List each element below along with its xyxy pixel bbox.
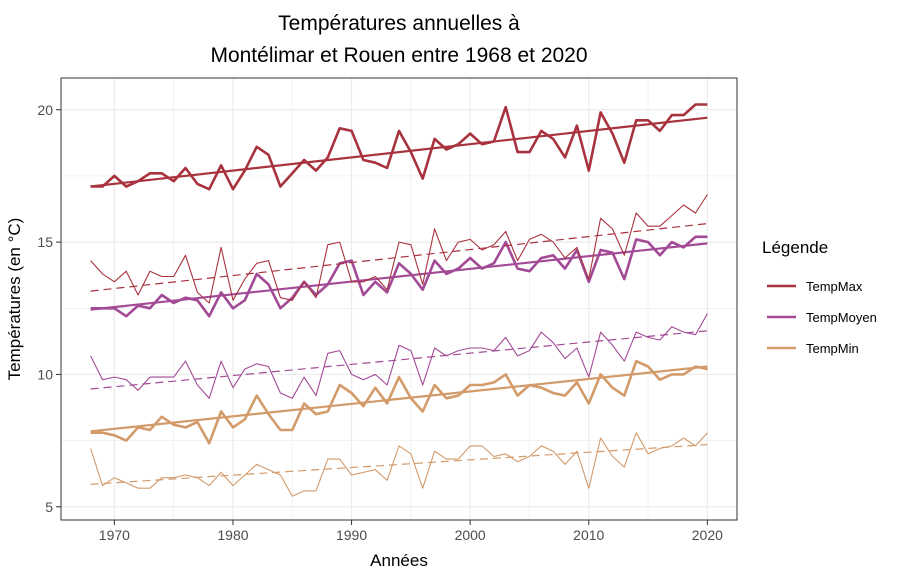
legend-title: Légende bbox=[762, 238, 828, 257]
x-axis-title: Années bbox=[370, 551, 428, 570]
trend-line-tempmin-mont-limar bbox=[90, 365, 708, 433]
x-tick-label: 2000 bbox=[455, 527, 486, 543]
series-line-tempmax-rouen bbox=[90, 194, 708, 304]
y-tick-label: 10 bbox=[37, 366, 53, 382]
y-tick-label: 15 bbox=[37, 234, 53, 250]
chart-title-line-1: Températures annuelles à bbox=[278, 12, 520, 35]
series-line-tempmin-rouen bbox=[90, 432, 708, 497]
legend-label-tempmoyen: TempMoyen bbox=[806, 310, 877, 325]
x-tick-label: 2010 bbox=[573, 527, 604, 543]
legend: TempMax TempMoyen TempMin bbox=[767, 279, 877, 356]
plot-panel bbox=[61, 78, 737, 520]
trend-line-tempmax-mont-limar bbox=[90, 116, 708, 188]
legend-label-tempmax: TempMax bbox=[806, 279, 863, 294]
series-line-tempmax-mont-limar bbox=[90, 103, 708, 191]
series-layer bbox=[90, 103, 708, 497]
x-tick-label: 1980 bbox=[217, 527, 248, 543]
y-axis-title: Températures (en °C) bbox=[5, 218, 24, 381]
legend-label-tempmin: TempMin bbox=[806, 341, 859, 356]
x-tick-label: 1990 bbox=[336, 527, 367, 543]
y-tick-label: 5 bbox=[45, 499, 53, 515]
series-line-tempmoyen-rouen bbox=[90, 313, 708, 399]
x-tick-label: 1970 bbox=[99, 527, 130, 543]
y-tick-label: 20 bbox=[37, 102, 53, 118]
chart-title-line-2: Montélimar et Rouen entre 1968 et 2020 bbox=[210, 44, 587, 67]
trend-line-tempmoyen-mont-limar bbox=[90, 242, 708, 311]
x-tick-label: 2020 bbox=[692, 527, 723, 543]
axis-ticks: 1970 1980 1990 2000 2010 2020 5 10 15 20 bbox=[37, 102, 723, 543]
series-line-tempmin-mont-limar bbox=[90, 359, 708, 445]
plot-border bbox=[60, 77, 738, 521]
